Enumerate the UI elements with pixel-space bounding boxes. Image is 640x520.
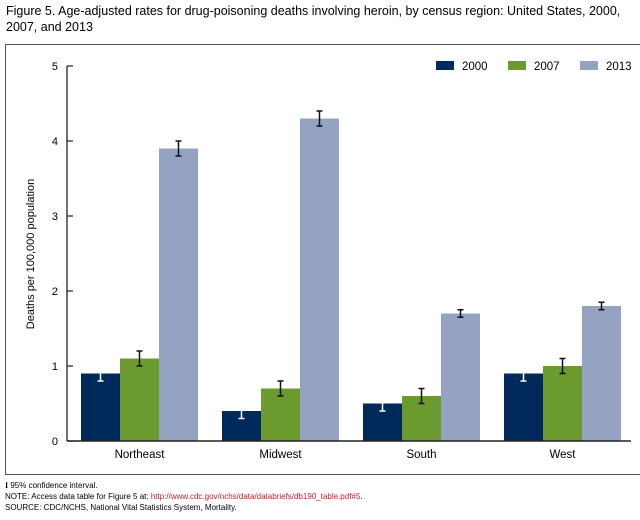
y-tick-label: 1 <box>52 361 58 373</box>
y-tick-label: 4 <box>52 136 58 148</box>
ci-note-text: 95% confidence interval. <box>8 481 98 490</box>
legend-label: 2013 <box>606 61 632 73</box>
legend-swatch-2007 <box>508 61 526 70</box>
bar-2007-northeast <box>120 358 159 441</box>
x-axis: Northeast Midwest South West <box>67 440 631 461</box>
y-tick-label: 0 <box>52 436 58 448</box>
y-tick-label: 2 <box>52 286 58 298</box>
legend-label: 2000 <box>462 61 488 73</box>
y-tick-label: 5 <box>52 61 58 73</box>
error-bars <box>97 110 605 420</box>
legend: 2000 2007 2013 <box>436 61 632 73</box>
legend-swatch-2013 <box>580 61 598 70</box>
chart-frame <box>5 44 640 475</box>
bar-2013-northeast <box>159 148 198 441</box>
bar-2013-west <box>582 306 621 441</box>
bar-2000-northeast <box>81 373 120 441</box>
bar-2007-west <box>543 366 582 441</box>
bars <box>81 118 621 441</box>
x-tick-label: South <box>406 449 436 461</box>
source-note: SOURCE: CDC/NCHS, National Vital Statist… <box>5 503 237 512</box>
legend-label: 2007 <box>534 61 560 73</box>
bar-2013-midwest <box>300 118 339 441</box>
data-table-link[interactable]: http://www.cdc.gov/nchs/data/databriefs/… <box>150 492 361 501</box>
bar-2000-west <box>504 373 543 441</box>
ci-note: I 95% confidence interval. <box>5 480 363 491</box>
access-note: NOTE: Access data table for Figure 5 at:… <box>5 491 363 502</box>
legend-swatch-2000 <box>436 61 454 70</box>
x-tick-label: Northeast <box>115 449 166 461</box>
y-axis: 0 1 2 3 4 5 <box>52 61 73 448</box>
figure-title: Figure 5. Age-adjusted rates for drug-po… <box>6 4 621 34</box>
footnotes: I 95% confidence interval. NOTE: Access … <box>5 480 363 513</box>
x-tick-label: West <box>550 449 577 461</box>
note-suffix: . <box>360 492 363 501</box>
x-tick-label: Midwest <box>259 449 302 461</box>
bar-2007-midwest <box>261 388 300 441</box>
y-axis-label: Deaths per 100,000 population <box>25 179 37 329</box>
bar-2013-south <box>441 313 480 441</box>
confidence-interval-icon: I <box>5 481 9 490</box>
note-prefix: NOTE: Access data table for Figure 5 at: <box>5 492 151 501</box>
y-tick-label: 3 <box>52 211 58 223</box>
